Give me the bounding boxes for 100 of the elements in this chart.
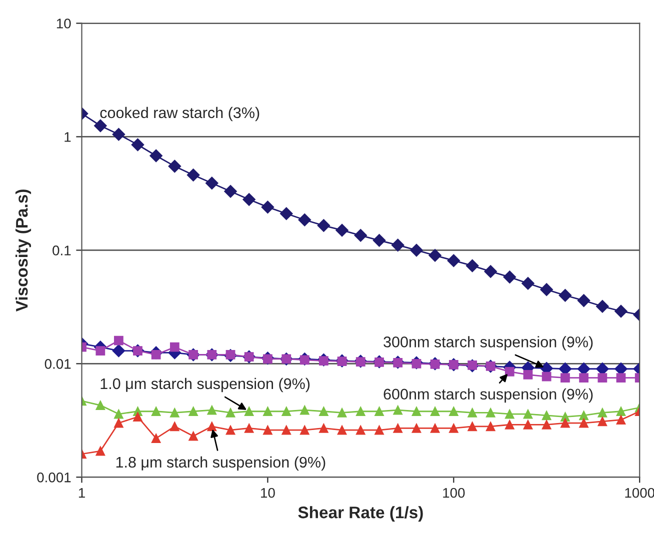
point [560, 418, 570, 428]
point [598, 373, 608, 383]
point [114, 336, 124, 346]
point [614, 362, 628, 376]
point [244, 406, 254, 416]
point [96, 346, 106, 356]
y-tick-label: 0.001 [37, 472, 71, 482]
point [391, 238, 404, 252]
point [354, 229, 368, 242]
point [522, 276, 534, 290]
point [560, 373, 570, 383]
point [523, 370, 533, 380]
point [412, 406, 422, 416]
point [412, 424, 422, 433]
point [151, 434, 161, 443]
point [207, 405, 217, 415]
point [337, 425, 347, 435]
point [114, 418, 124, 428]
point [596, 300, 609, 313]
point [280, 207, 293, 220]
point [447, 254, 460, 268]
point [131, 138, 144, 152]
point [168, 160, 182, 173]
point [542, 420, 552, 430]
point [579, 418, 588, 428]
x-tick-label: 100 [443, 488, 465, 498]
point [298, 213, 312, 226]
point [112, 344, 126, 358]
point [150, 149, 162, 162]
point [598, 416, 608, 426]
point [226, 425, 236, 435]
point [336, 224, 348, 237]
point [112, 128, 126, 141]
point [170, 408, 180, 418]
point [282, 406, 292, 416]
point [616, 415, 626, 425]
point [114, 409, 124, 419]
point [579, 373, 588, 383]
x-axis-title: Shear Rate (1/s) [298, 506, 423, 522]
point [226, 408, 236, 418]
y-tick-label: 0.1 [52, 246, 71, 256]
point [542, 410, 552, 420]
point [468, 422, 478, 432]
point [356, 425, 366, 435]
point [448, 424, 458, 433]
point [558, 288, 572, 302]
point [170, 422, 180, 432]
point [317, 219, 330, 232]
series-label: 300nm starch suspension (9%) [384, 336, 593, 350]
point [614, 304, 628, 318]
point [242, 193, 256, 206]
point [151, 406, 161, 416]
point [207, 422, 217, 432]
point [542, 372, 552, 382]
point [94, 119, 107, 132]
point [393, 424, 403, 433]
point [263, 406, 272, 416]
point [372, 234, 386, 247]
point [504, 409, 514, 419]
point [170, 342, 180, 352]
series-label: cooked raw starch (3%) [100, 106, 260, 122]
point [486, 422, 496, 432]
point [468, 408, 478, 418]
point [393, 405, 403, 415]
point [523, 409, 533, 419]
series-label: 600nm starch suspension (9%) [384, 388, 593, 403]
point [598, 408, 608, 418]
point [577, 294, 590, 307]
point [263, 425, 272, 435]
point [96, 446, 106, 456]
point [466, 259, 479, 272]
point [579, 410, 588, 420]
point [504, 420, 514, 430]
series-label: 1.8 μm starch suspension (9%) [116, 456, 326, 471]
point [96, 400, 106, 410]
point [430, 424, 440, 433]
point [616, 373, 626, 383]
point [503, 270, 516, 284]
point [133, 412, 142, 422]
y-axis-title: Viscosity (Pa.s) [15, 190, 32, 312]
y-tick-label: 0.01 [44, 359, 71, 369]
point [428, 248, 442, 262]
x-tick-label: 10 [261, 488, 275, 498]
point [282, 425, 292, 435]
point [356, 406, 366, 416]
point [504, 367, 514, 376]
point [224, 184, 237, 198]
point [337, 408, 347, 418]
point [300, 405, 310, 415]
point [577, 362, 590, 376]
point [188, 431, 198, 441]
point [616, 406, 626, 416]
x-tick-label: 1 [78, 488, 85, 498]
point [374, 406, 384, 416]
point [410, 244, 423, 257]
point [596, 362, 609, 376]
point [318, 406, 328, 416]
point [188, 406, 198, 416]
point [540, 283, 553, 296]
point [523, 420, 533, 430]
